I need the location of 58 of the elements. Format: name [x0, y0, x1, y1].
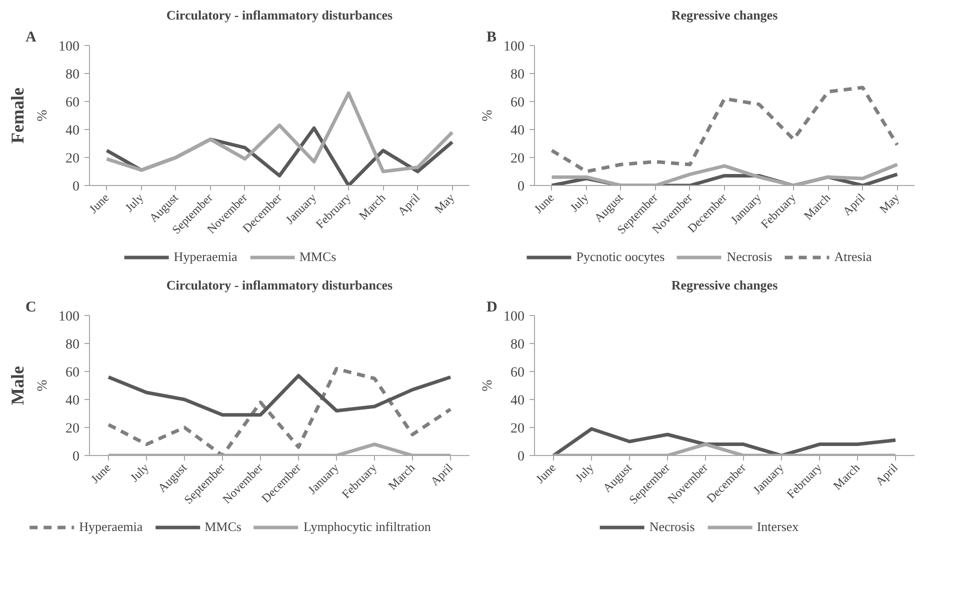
y-tick-label: 60: [510, 366, 524, 380]
legend-label: Lymphocytic infiltration: [303, 519, 431, 535]
x-tick-label: May: [432, 190, 458, 216]
text: Male: [8, 366, 28, 405]
y-tick-label: 100: [58, 310, 80, 324]
y-axis-title: %: [36, 109, 50, 122]
y-tick-label: 80: [510, 338, 524, 352]
legend-label: Necrosis: [726, 249, 772, 265]
text: B: [486, 30, 497, 46]
y-tick-label: 80: [510, 68, 524, 82]
y-tick-label: 80: [66, 338, 80, 352]
y-tick-label: 100: [504, 40, 524, 54]
x-tick-label: June: [531, 190, 557, 216]
y-tick-label: 0: [518, 180, 524, 194]
y-tick-label: 40: [66, 124, 80, 138]
x-tick-label: June: [88, 460, 114, 486]
text: D: [486, 300, 498, 316]
y-tick-label: 40: [510, 394, 524, 408]
chart-title: Regressive changes: [671, 8, 778, 22]
legend-label: Hyperaemia: [174, 249, 238, 265]
x-tick-label: May: [876, 190, 902, 216]
x-tick-label: June: [86, 190, 112, 216]
y-tick-label: 0: [72, 180, 80, 194]
chart-title: Circulatory - inflammatory disturbances: [166, 8, 393, 22]
x-tick-label: July: [122, 190, 146, 215]
y-tick-label: 20: [66, 152, 80, 166]
x-tick-label: June: [532, 460, 558, 486]
y-tick-label: 20: [510, 422, 524, 436]
y-tick-label: 80: [66, 68, 80, 82]
legend-label: MMCs: [204, 519, 242, 535]
chart-title: Circulatory - inflammatory disturbances: [166, 278, 393, 292]
legend-label: MMCs: [299, 249, 336, 265]
x-tick-label: July: [567, 190, 592, 215]
y-tick-label: 40: [66, 394, 80, 408]
y-tick-label: 20: [66, 422, 80, 436]
y-tick-label: 60: [510, 96, 524, 110]
y-tick-label: 20: [510, 152, 524, 166]
y-axis-title: %: [480, 109, 496, 122]
legend-label: Atresia: [834, 249, 872, 265]
y-tick-label: 0: [72, 450, 80, 464]
y-axis-title: %: [480, 379, 496, 392]
y-tick-label: 60: [66, 96, 80, 110]
y-tick-label: 100: [58, 40, 80, 54]
legend-label: Hyperaemia: [79, 519, 143, 535]
legend-label: Necrosis: [649, 519, 695, 535]
legend-label: Intersex: [756, 519, 799, 535]
text: Female: [8, 88, 28, 144]
y-tick-label: 60: [66, 366, 80, 380]
legend-label: Pycnotic oocytes: [576, 249, 665, 265]
text: A: [26, 30, 36, 46]
text: C: [26, 300, 36, 316]
y-tick-label: 40: [510, 124, 524, 138]
chart-title: Regressive changes: [671, 278, 778, 292]
y-tick-label: 100: [504, 310, 524, 324]
x-tick-label: July: [127, 460, 152, 485]
y-tick-label: 0: [518, 450, 524, 464]
x-tick-label: July: [572, 460, 596, 485]
y-axis-title: %: [36, 379, 50, 392]
